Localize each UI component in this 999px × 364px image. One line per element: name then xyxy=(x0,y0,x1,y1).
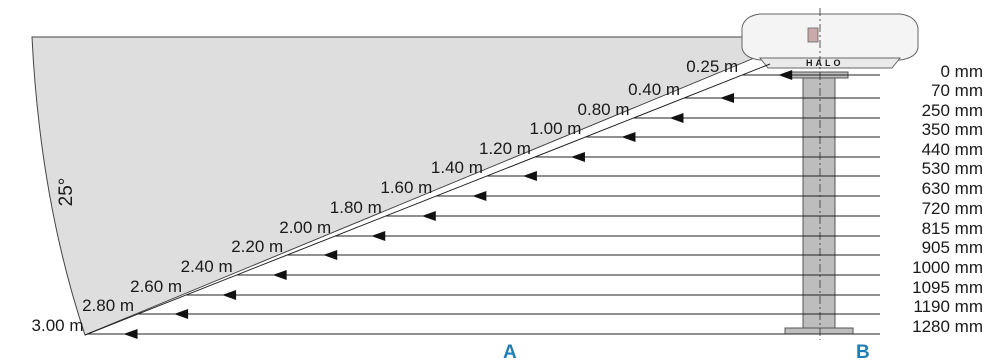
height-label: 815 mm xyxy=(922,219,983,238)
distance-rows: 0.25 m 0 mm 0.40 m 70 mm 0.80 m 250 mm 1.00 m 3… xyxy=(32,57,983,339)
arrowhead xyxy=(222,290,237,300)
distance-label: 2.00 m xyxy=(279,218,331,237)
arrowhead xyxy=(371,231,386,241)
angle-label: 25° xyxy=(56,178,77,207)
distance-label: 1.80 m xyxy=(330,198,382,217)
height-label: 905 mm xyxy=(922,238,983,257)
distance-label: 1.20 m xyxy=(479,139,531,158)
beam-edge-line xyxy=(84,63,771,336)
arrowhead xyxy=(621,132,636,142)
distance-label: 0.25 m xyxy=(686,57,738,76)
arrowhead xyxy=(522,171,537,181)
distance-label: 0.40 m xyxy=(628,80,680,99)
beam-sector xyxy=(31,36,806,336)
height-label: 1190 mm xyxy=(913,297,983,316)
arrowhead xyxy=(323,250,338,260)
arrowhead xyxy=(421,211,436,221)
height-label: 720 mm xyxy=(922,199,983,218)
height-label: 250 mm xyxy=(922,101,983,120)
height-label: 1280 mm xyxy=(912,317,983,336)
axis-label-a: A xyxy=(503,342,517,363)
distance-label: 1.40 m xyxy=(431,158,483,177)
height-label: 530 mm xyxy=(922,159,983,178)
arrowhead xyxy=(778,70,793,80)
mast-pole xyxy=(802,74,836,332)
height-label: 440 mm xyxy=(922,140,983,159)
radar-dome: HALO xyxy=(741,13,919,69)
arrowhead xyxy=(174,309,189,319)
distance-label: 3.00 m xyxy=(32,316,84,335)
distance-label: 1.60 m xyxy=(380,178,432,197)
height-label: 1095 mm xyxy=(912,278,983,297)
distance-label: 2.80 m xyxy=(82,296,134,315)
height-label: 350 mm xyxy=(922,120,983,139)
height-label: 70 mm xyxy=(931,81,983,100)
arrowhead xyxy=(123,329,138,339)
radar-logo: HALO xyxy=(806,58,844,68)
height-label: 0 mm xyxy=(941,62,984,81)
arrowhead xyxy=(472,191,487,201)
height-label: 1000 mm xyxy=(912,258,983,277)
height-label: 630 mm xyxy=(922,179,983,198)
arrowhead xyxy=(720,93,735,103)
axis-label-b: B xyxy=(856,342,870,363)
distance-label: 2.20 m xyxy=(231,237,283,256)
mast-base-plate xyxy=(784,327,854,335)
arrowhead xyxy=(570,152,585,162)
distance-label: 2.40 m xyxy=(181,257,233,276)
distance-label: 1.00 m xyxy=(529,119,581,138)
distance-label: 0.80 m xyxy=(578,100,630,119)
distance-label: 2.60 m xyxy=(130,277,182,296)
arrowhead xyxy=(669,113,684,123)
arrowhead xyxy=(272,270,287,280)
